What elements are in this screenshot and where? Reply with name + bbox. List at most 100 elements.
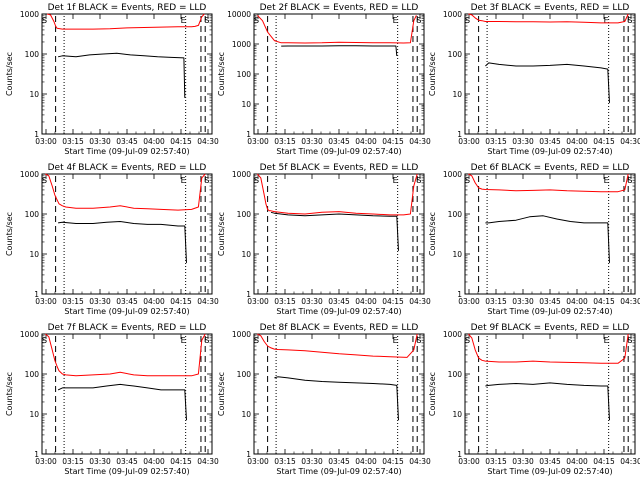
segment-marker-E: E <box>604 16 609 25</box>
y-tick-label: 100 <box>25 370 40 379</box>
y-tick-label: 100 <box>237 70 252 79</box>
x-tick-label: 03:00 <box>458 457 480 466</box>
x-axis-label: Start Time (09-Jul-09 02:57:40) <box>276 307 401 316</box>
x-tick-label: 04:00 <box>566 137 588 146</box>
y-tick-label: 1 <box>246 450 251 459</box>
segment-marker-S: S <box>465 176 470 185</box>
y-tick-label: 10 <box>241 250 251 259</box>
x-tick-label: 03:00 <box>35 457 57 466</box>
series-line-lld <box>257 15 417 44</box>
x-tick-label: 03:15 <box>62 137 84 146</box>
x-tick-label: 03:45 <box>328 457 350 466</box>
chart-title: Det 9f BLACK = Events, RED = LLD <box>471 323 630 333</box>
plot-frame <box>41 173 213 295</box>
x-tick-label: 03:15 <box>62 457 84 466</box>
x-axis-label: Start Time (09-Jul-09 02:57:40) <box>64 307 189 316</box>
series-line-events <box>57 383 187 421</box>
x-tick-label: 03:45 <box>539 457 561 466</box>
y-tick-label: 10 <box>29 250 39 259</box>
x-axis-label: Start Time (09-Jul-09 02:57:40) <box>487 147 612 156</box>
x-tick-label: 03:45 <box>328 137 350 146</box>
series-line-lld <box>468 13 629 24</box>
series-line-events <box>485 382 610 421</box>
chart-panel-2: Det 2f BLACK = Events, RED = LLD 1 10 100 10… <box>217 3 431 156</box>
x-tick-label: 04:30 <box>620 297 640 306</box>
x-tick-label: 03:30 <box>512 137 534 146</box>
plot-frame <box>253 333 425 455</box>
x-tick-label: 03:00 <box>247 457 269 466</box>
x-tick-label: 03:00 <box>458 137 480 146</box>
x-tick-label: 03:45 <box>116 457 138 466</box>
x-axis-label: Start Time (09-Jul-09 02:57:40) <box>487 307 612 316</box>
y-tick-label: 100 <box>25 210 40 219</box>
chart-panel-5: Det 5f BLACK = Events, RED = LLD 1 10 100 10… <box>217 163 431 316</box>
y-axis-label: Counts/sec <box>428 372 437 416</box>
plot-frame <box>253 173 425 295</box>
y-tick-label: 10 <box>241 100 251 109</box>
x-tick-label: 04:30 <box>620 137 640 146</box>
x-tick-label: 04:15 <box>382 297 404 306</box>
x-tick-label: 03:30 <box>301 457 323 466</box>
chart-title: Det 3f BLACK = Events, RED = LLD <box>471 3 630 13</box>
y-tick-label: 1 <box>457 130 462 139</box>
x-tick-label: 04:00 <box>566 297 588 306</box>
x-tick-label: 04:30 <box>409 297 431 306</box>
series-line-events <box>485 62 610 103</box>
x-tick-label: 04:30 <box>197 457 219 466</box>
y-axis-label: Counts/sec <box>217 212 226 256</box>
y-tick-label: 1 <box>34 450 39 459</box>
y-tick-label: 100 <box>448 370 463 379</box>
chart-title: Det 6f BLACK = Events, RED = LLD <box>471 163 630 173</box>
series-line-lld <box>468 173 629 193</box>
chart-panel-1: Det 1f BLACK = Events, RED = LLD 1 10 100 10… <box>5 3 219 156</box>
plot-frame <box>41 333 213 455</box>
y-tick-label: 1000 <box>443 10 462 19</box>
y-tick-label: 1000 <box>443 330 462 339</box>
chart-panel-7: Det 7f BLACK = Events, RED = LLD 1 10 100 10… <box>5 323 219 476</box>
x-axis-label: Start Time (09-Jul-09 02:57:40) <box>64 147 189 156</box>
chart-panel-6: Det 6f BLACK = Events, RED = LLD 1 10 100 10… <box>428 163 640 316</box>
x-tick-label: 04:00 <box>355 297 377 306</box>
x-tick-label: 04:00 <box>143 457 165 466</box>
y-tick-label: 10 <box>452 410 462 419</box>
y-tick-label: 1000 <box>20 10 39 19</box>
y-tick-label: 10 <box>241 410 251 419</box>
segment-marker-S: S <box>416 336 421 345</box>
segment-marker-E: E <box>393 176 398 185</box>
x-axis-label: Start Time (09-Jul-09 02:57:40) <box>487 467 612 476</box>
segment-marker-S: S <box>204 176 209 185</box>
y-tick-label: 10 <box>29 90 39 99</box>
x-tick-label: 04:15 <box>593 137 615 146</box>
segment-marker-E: E <box>181 16 186 25</box>
segment-marker-E: E <box>604 176 609 185</box>
plot-frame <box>41 13 213 135</box>
y-tick-label: 1 <box>457 450 462 459</box>
segment-marker-E: E <box>181 176 186 185</box>
y-tick-label: 1000 <box>20 170 39 179</box>
plot-frame <box>253 13 425 135</box>
series-line-events <box>270 211 399 251</box>
series-line-events <box>485 215 610 263</box>
y-axis-label: Counts/sec <box>5 52 14 96</box>
chart-title: Det 8f BLACK = Events, RED = LLD <box>260 323 419 333</box>
y-tick-label: 100 <box>237 370 252 379</box>
y-axis-label: Counts/sec <box>5 212 14 256</box>
x-tick-label: 04:00 <box>566 457 588 466</box>
series-line-events <box>57 52 186 98</box>
segment-marker-E: E <box>393 336 398 345</box>
segment-marker-E: E <box>393 16 398 25</box>
segment-marker-S: S <box>627 16 632 25</box>
x-tick-label: 03:15 <box>485 297 507 306</box>
segment-marker-S: S <box>627 336 632 345</box>
x-axis-label: Start Time (09-Jul-09 02:57:40) <box>276 467 401 476</box>
y-tick-label: 1000 <box>443 170 462 179</box>
y-axis-label: Counts/sec <box>5 372 14 416</box>
segment-marker-E: E <box>604 336 609 345</box>
x-tick-label: 04:15 <box>593 297 615 306</box>
x-tick-label: 04:15 <box>382 457 404 466</box>
y-tick-label: 1 <box>246 130 251 139</box>
series-line-lld <box>46 13 205 30</box>
y-tick-label: 1000 <box>232 40 251 49</box>
y-tick-label: 1 <box>457 290 462 299</box>
series-line-lld <box>45 333 206 377</box>
